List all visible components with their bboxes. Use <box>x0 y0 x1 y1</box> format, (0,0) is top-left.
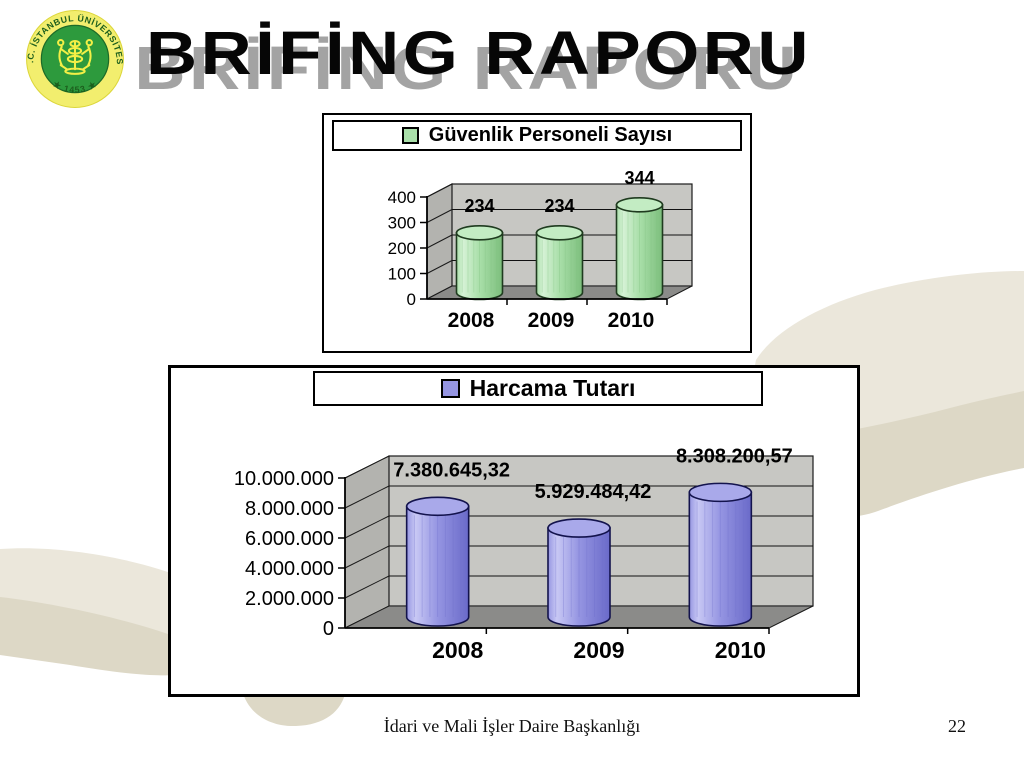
svg-text:10.000.000: 10.000.000 <box>234 468 334 490</box>
svg-text:0: 0 <box>323 618 334 640</box>
footer-department: İdari ve Mali İşler Daire Başkanlığı <box>383 716 641 736</box>
svg-text:7.380.645,32: 7.380.645,32 <box>393 459 510 481</box>
svg-text:2010: 2010 <box>715 637 766 663</box>
svg-text:8.000.000: 8.000.000 <box>245 498 334 520</box>
chart-legend: Harcama Tutarı <box>313 371 763 406</box>
svg-text:100: 100 <box>388 264 416 283</box>
page-title-text: BRİFİNG RAPORU <box>146 19 812 87</box>
page-title: BRİFİNG RAPORU <box>146 18 808 88</box>
legend-label: Güvenlik Personeli Sayısı <box>428 124 673 146</box>
svg-text:2008: 2008 <box>432 637 483 663</box>
svg-text:8.308.200,57: 8.308.200,57 <box>676 445 793 467</box>
legend-marker-icon <box>401 127 419 144</box>
svg-text:200: 200 <box>388 239 416 258</box>
svg-text:234: 234 <box>544 196 574 216</box>
chart-plot-area: 7.380.645,32 5.929.484,42 8.308.200,57 10.0… <box>234 445 814 663</box>
svg-text:2010: 2010 <box>608 309 655 332</box>
svg-text:344: 344 <box>624 168 654 188</box>
svg-text:2009: 2009 <box>528 309 575 332</box>
svg-text:2009: 2009 <box>573 637 624 663</box>
svg-text:234: 234 <box>464 196 494 216</box>
svg-text:4.000.000: 4.000.000 <box>245 558 334 580</box>
chart-plot-area: 234 234 344 400 300 200 100 0 2008 2009 2010 <box>388 168 693 332</box>
svg-text:6.000.000: 6.000.000 <box>245 528 334 550</box>
seal-year-text: ★ 1453 ★ <box>51 78 99 94</box>
slide-footer: İdari ve Mali İşler Daire Başkanlığı 22 <box>0 716 1024 750</box>
expenditure-chart: Harcama Tutarı 7.380.645,32 5.929.484,42 8… <box>168 365 860 697</box>
footer-page-number: 22 <box>948 716 966 736</box>
svg-text:5.929.484,42: 5.929.484,42 <box>535 481 652 503</box>
svg-text:300: 300 <box>388 213 416 232</box>
background-blob-bottom <box>242 690 346 727</box>
background-blob-left-shade <box>0 597 206 676</box>
security-personnel-chart: Güvenlik Personeli Sayısı 234 234 344 400 30… <box>322 113 752 353</box>
seal-emblem <box>57 39 93 75</box>
university-seal-logo: T.C. İSTANBUL ÜNİVERSİTESİ ★ 1453 ★ <box>24 8 126 110</box>
chart-legend: Güvenlik Personeli Sayısı <box>332 120 742 151</box>
svg-text:0: 0 <box>407 290 416 309</box>
svg-text:2008: 2008 <box>448 309 495 332</box>
svg-text:2.000.000: 2.000.000 <box>245 588 334 610</box>
legend-label: Harcama Tutarı <box>469 375 636 401</box>
legend-marker-icon <box>440 379 460 398</box>
svg-text:400: 400 <box>388 188 416 207</box>
